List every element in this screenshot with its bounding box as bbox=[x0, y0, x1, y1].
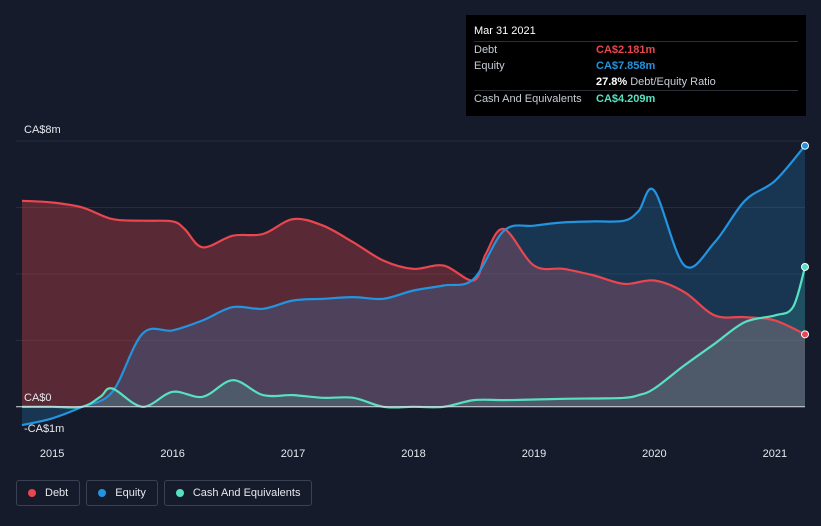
x-tick-label: 2019 bbox=[522, 448, 546, 460]
tooltip-label: Debt bbox=[474, 44, 498, 56]
x-tick-label: 2016 bbox=[160, 448, 184, 460]
tooltip-label: Cash And Equivalents bbox=[474, 93, 582, 105]
tooltip-ratio-label: Debt/Equity Ratio bbox=[630, 76, 716, 88]
equity-end-marker bbox=[801, 141, 809, 150]
equity-dot-icon bbox=[98, 489, 107, 497]
tooltip-date: Mar 31 2021 bbox=[474, 25, 536, 37]
tooltip-row-debt: Debt CA$2.181m bbox=[474, 41, 798, 58]
x-tick-label: 2015 bbox=[40, 448, 64, 460]
debt-dot-icon bbox=[28, 489, 36, 497]
tooltip-cash-value: CA$4.209m bbox=[596, 93, 656, 105]
tooltip-ratio-value: 27.8% bbox=[596, 76, 628, 88]
tooltip-equity-value: CA$7.858m bbox=[596, 60, 656, 72]
legend-item-debt[interactable]: Debt bbox=[16, 480, 81, 506]
chart-legend: Debt Equity Cash And Equivalents bbox=[16, 480, 318, 506]
legend-label: Cash And Equivalents bbox=[192, 487, 301, 499]
tooltip-row-equity: Equity CA$7.858m bbox=[474, 58, 798, 74]
series-areas bbox=[22, 145, 805, 426]
legend-label: Equity bbox=[115, 487, 146, 499]
y-tick-label: -CA$1m bbox=[24, 423, 64, 435]
cash-and-equivalents-end-marker bbox=[801, 262, 809, 271]
x-tick-label: 2020 bbox=[642, 448, 666, 460]
legend-item-equity[interactable]: Equity bbox=[86, 480, 158, 506]
cash-and-equivalents-area bbox=[22, 266, 805, 408]
y-tick-label: CA$0 bbox=[24, 392, 52, 404]
tooltip-label: Equity bbox=[474, 60, 505, 72]
y-tick-label: CA$8m bbox=[24, 124, 61, 136]
equity-line bbox=[21, 144, 806, 427]
tooltip-row-ratio: 27.8% Debt/Equity Ratio bbox=[474, 74, 798, 90]
x-axis-labels: 2015 2016 2017 2018 2019 2020 2021 bbox=[40, 448, 787, 460]
tooltip-label bbox=[474, 74, 596, 90]
equity-area bbox=[22, 145, 805, 426]
tooltip-debt-value: CA$2.181m bbox=[596, 44, 656, 56]
debt-end-marker bbox=[801, 330, 809, 339]
debt-line bbox=[21, 199, 806, 336]
legend-label: Debt bbox=[45, 487, 69, 499]
cash-dot-icon bbox=[175, 489, 184, 497]
x-tick-label: 2018 bbox=[401, 448, 425, 460]
tooltip-row-cash: Cash And Equivalents CA$4.209m bbox=[474, 90, 798, 107]
y-axis-labels: CA$8m CA$0 -CA$1m bbox=[24, 124, 64, 435]
grid-lines bbox=[16, 140, 805, 341]
debt-area bbox=[22, 200, 805, 407]
x-tick-label: 2021 bbox=[763, 448, 787, 460]
x-tick-label: 2017 bbox=[281, 448, 305, 460]
legend-item-cash[interactable]: Cash And Equivalents bbox=[163, 480, 313, 506]
series-end-markers bbox=[801, 141, 809, 339]
data-tooltip: Mar 31 2021 Debt CA$2.181m Equity CA$7.8… bbox=[466, 15, 806, 116]
